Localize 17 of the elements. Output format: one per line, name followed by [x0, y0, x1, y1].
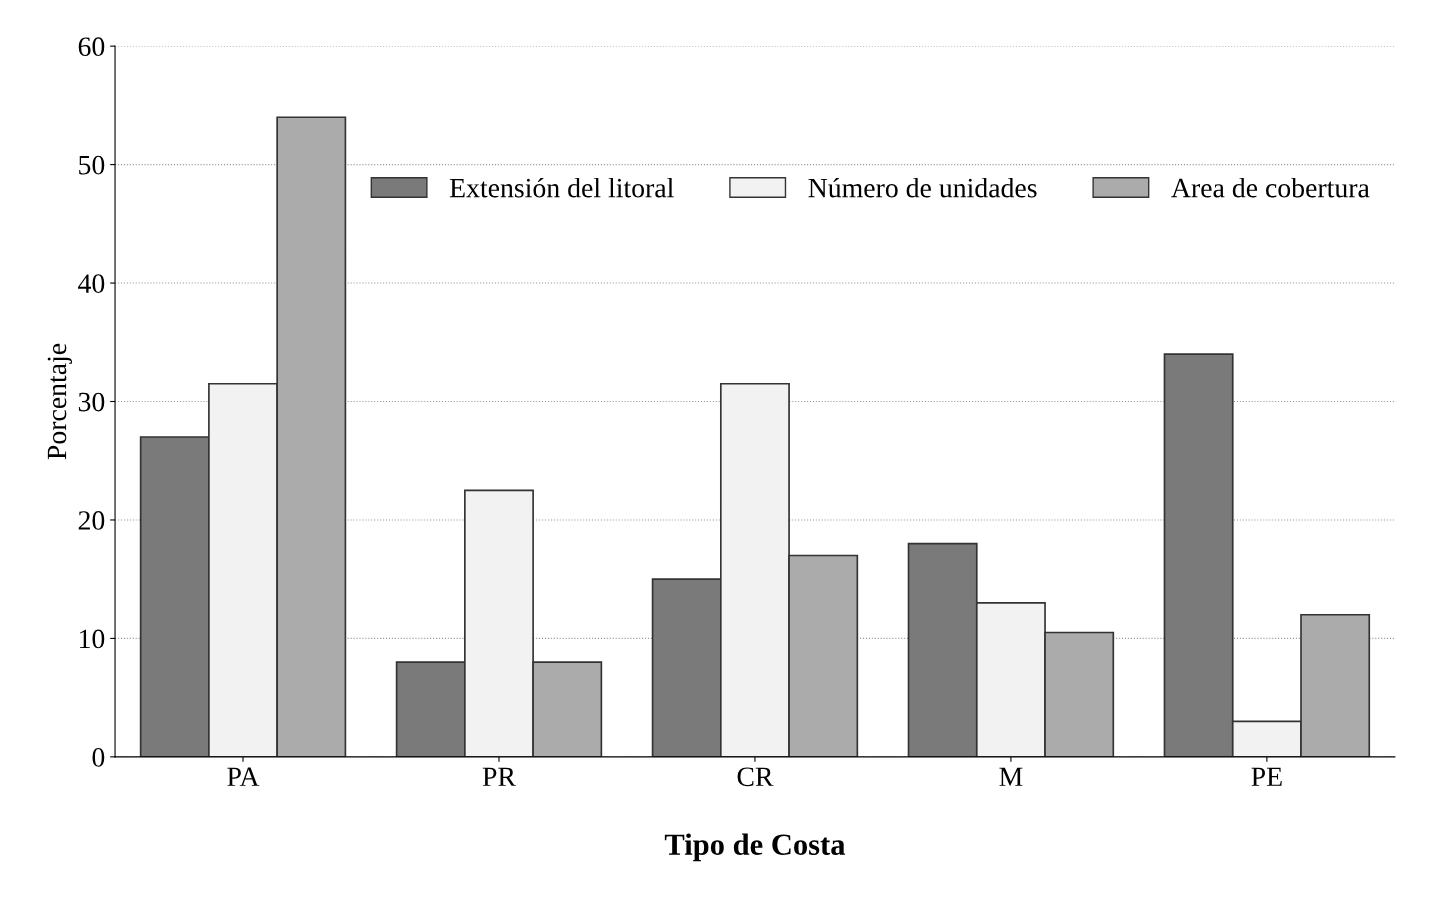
x-tick-label: CR [737, 767, 774, 787]
y-tick-label: 40 [78, 274, 105, 293]
y-axis-title: Porcentaje [47, 343, 72, 460]
x-tick-label: PR [482, 767, 516, 786]
x-tick-label: PA [227, 767, 260, 786]
y-tick-label: 0 [92, 748, 105, 767]
legend-label: Area de cobertura [1171, 177, 1370, 198]
x-axis-title: Tipo de Costa [664, 833, 846, 862]
x-tick-label: PE [1251, 767, 1282, 786]
y-tick-label: 50 [79, 155, 105, 175]
y-tick-label: 20 [78, 511, 105, 530]
legend-label: Extensión del litoral [449, 177, 674, 198]
legend-label: Número de unidades [808, 177, 1037, 198]
y-tick-label: 30 [78, 392, 105, 412]
x-tick-label: M [999, 767, 1023, 786]
y-tick-label: 60 [78, 37, 105, 57]
y-tick-label: 10 [79, 629, 105, 649]
